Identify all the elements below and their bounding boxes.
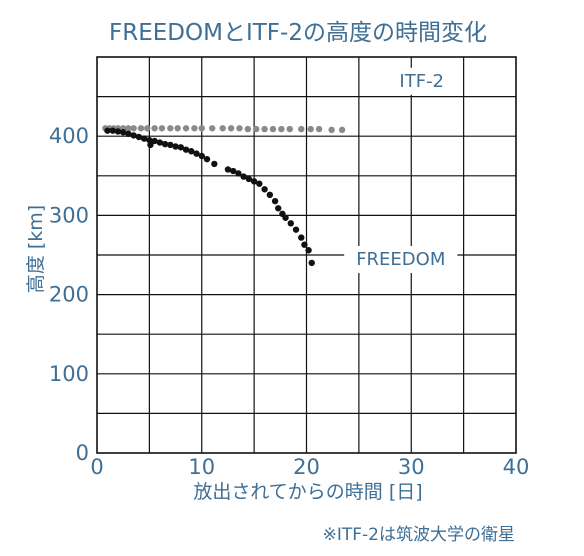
data-point [151, 125, 158, 132]
y-axis-label: 高度 [km] [25, 205, 47, 293]
series-label-background [387, 67, 457, 95]
data-point [328, 126, 335, 134]
data-point [104, 127, 111, 134]
data-point [151, 137, 158, 145]
data-point [266, 191, 274, 199]
series-labels: ITF-2 FREEDOM [356, 71, 445, 270]
data-point [203, 155, 211, 163]
data-point [119, 129, 127, 136]
data-point [292, 226, 300, 233]
data-point [305, 247, 312, 254]
data-point [219, 125, 226, 132]
data-point [307, 125, 314, 133]
data-point [130, 132, 137, 139]
data-point [191, 125, 198, 132]
data-point [182, 125, 190, 132]
data-point [177, 144, 184, 151]
data-point [298, 125, 305, 133]
series-label: FREEDOM [356, 249, 445, 270]
data-point [227, 125, 235, 132]
data-point [146, 136, 153, 144]
label-backgrounds [344, 67, 458, 273]
y-tick-label: 0 [76, 441, 89, 465]
plot-frame [96, 56, 517, 454]
data-point [235, 170, 242, 177]
x-tick-label: 40 [503, 455, 530, 479]
data-point [161, 140, 169, 148]
y-tick-label: 100 [49, 362, 89, 386]
data-point [253, 125, 260, 133]
data-point [130, 125, 137, 132]
data-point [109, 127, 116, 134]
data-point [125, 130, 132, 138]
data-point [198, 152, 205, 160]
y-tick-label: 300 [49, 203, 89, 227]
data-point [240, 173, 247, 180]
data-point [198, 125, 205, 132]
data-point [229, 167, 237, 175]
data-point [250, 178, 258, 185]
data-point [158, 125, 166, 132]
data-point [286, 125, 293, 133]
y-tick-label: 200 [49, 283, 89, 307]
x-axis-label: 放出されてからの時間 [日] [193, 481, 422, 503]
data-point [256, 180, 263, 187]
data-point [301, 241, 308, 248]
data-point [224, 166, 232, 173]
data-point [271, 197, 279, 205]
data-point [315, 125, 323, 133]
data-points [102, 125, 346, 267]
data-point [275, 205, 282, 212]
data-point [244, 125, 252, 133]
data-point [211, 160, 218, 168]
data-point [137, 125, 145, 132]
data-point [182, 146, 190, 153]
x-tick-label: 0 [90, 455, 103, 479]
y-tick-label: 400 [49, 124, 89, 148]
x-tick-label: 20 [293, 455, 320, 479]
data-point [209, 125, 216, 132]
data-point [287, 220, 294, 227]
footnote: ※ITF-2は筑波大学の衛星 [323, 525, 515, 545]
data-point [172, 143, 179, 150]
data-point [147, 141, 154, 149]
data-point [114, 128, 122, 135]
data-point [245, 175, 253, 183]
data-point [125, 125, 132, 132]
data-point [174, 125, 181, 132]
x-tick-label: 30 [398, 455, 425, 479]
data-point [282, 214, 289, 221]
data-point [156, 139, 164, 146]
data-point [167, 125, 174, 132]
data-point [338, 126, 346, 134]
data-point [135, 133, 143, 141]
data-point [193, 150, 200, 157]
data-point [308, 259, 315, 267]
series-label-background [344, 245, 458, 273]
chart-title: FREEDOMとITF-2の高度の時間変化 [109, 20, 487, 46]
data-point [236, 125, 243, 132]
data-point [269, 125, 277, 133]
data-point [278, 125, 285, 133]
data-point [167, 141, 174, 149]
data-point [144, 125, 151, 132]
x-tick-label: 10 [188, 455, 215, 479]
data-point [140, 135, 148, 142]
series-label: ITF-2 [399, 71, 444, 92]
data-point [261, 186, 268, 193]
data-point [188, 148, 195, 155]
data-point [261, 125, 268, 133]
data-point [298, 234, 305, 241]
